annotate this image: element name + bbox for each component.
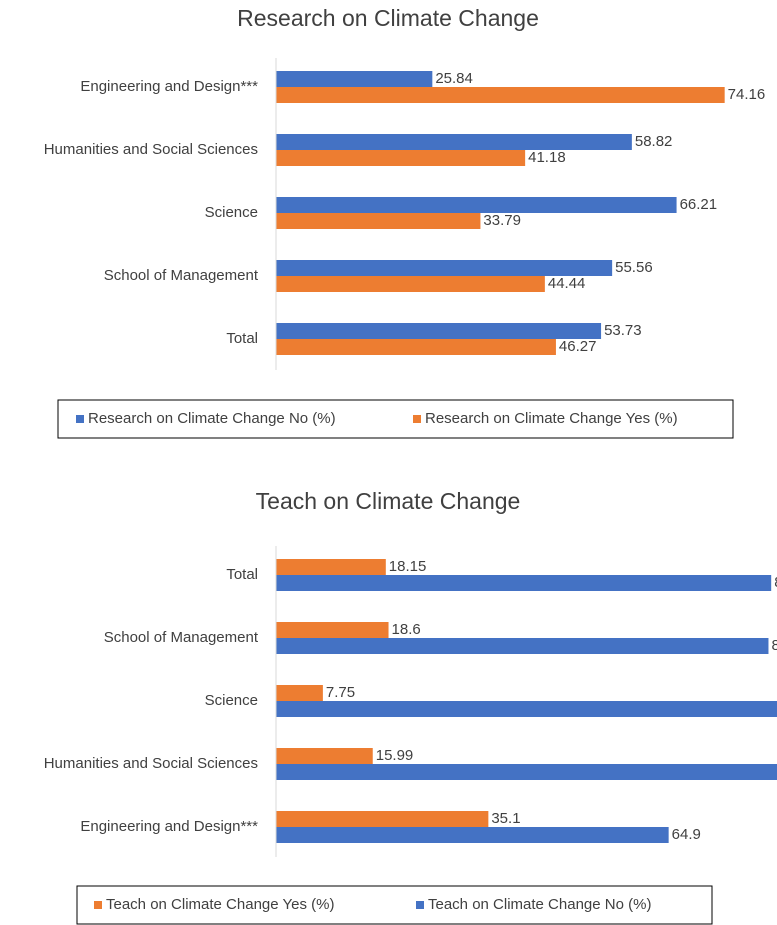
bar bbox=[276, 638, 769, 654]
data-label: 41.18 bbox=[528, 149, 566, 166]
data-label: 81.85 bbox=[774, 574, 777, 591]
y-tick-label: Science bbox=[205, 204, 258, 221]
bar bbox=[276, 764, 777, 780]
y-tick-label: School of Management bbox=[104, 267, 259, 284]
legend-label: Research on Climate Change Yes (%) bbox=[425, 410, 678, 427]
bar bbox=[276, 622, 389, 638]
data-label: 18.6 bbox=[392, 621, 421, 638]
legend-label: Teach on Climate Change Yes (%) bbox=[106, 896, 334, 913]
data-label: 55.56 bbox=[615, 259, 653, 276]
legend-box bbox=[76, 885, 713, 925]
y-tick-label: Humanities and Social Sciences bbox=[44, 755, 258, 772]
y-tick-label: School of Management bbox=[104, 629, 259, 646]
legend-swatch bbox=[94, 901, 102, 909]
y-tick-label: Total bbox=[226, 330, 258, 347]
data-label: 58.82 bbox=[635, 133, 673, 150]
bar bbox=[276, 260, 613, 276]
chart-title: Teach on Climate Change bbox=[256, 488, 521, 514]
y-tick-label: Engineering and Design*** bbox=[80, 818, 258, 835]
data-label: 33.79 bbox=[483, 212, 521, 229]
data-label: 35.1 bbox=[491, 810, 520, 827]
data-label: 15.99 bbox=[376, 747, 414, 764]
data-label: 18.15 bbox=[389, 558, 427, 575]
data-label: 25.84 bbox=[435, 70, 473, 87]
bar bbox=[276, 213, 481, 229]
data-label: 81.4 bbox=[771, 637, 777, 654]
legend-swatch bbox=[413, 415, 421, 423]
bar bbox=[276, 575, 772, 591]
bar bbox=[276, 827, 669, 843]
bar bbox=[276, 87, 725, 103]
bar bbox=[276, 276, 545, 292]
y-tick-label: Humanities and Social Sciences bbox=[44, 141, 258, 158]
y-tick-label: Science bbox=[205, 692, 258, 709]
bar bbox=[276, 685, 323, 701]
bar bbox=[276, 701, 777, 717]
data-label: 44.44 bbox=[548, 275, 586, 292]
data-label: 53.73 bbox=[604, 322, 642, 339]
chart-title: Research on Climate Change bbox=[237, 5, 539, 31]
legend-label: Research on Climate Change No (%) bbox=[88, 410, 336, 427]
legend-swatch bbox=[76, 415, 84, 423]
data-label: 66.21 bbox=[680, 196, 718, 213]
legend-box bbox=[57, 399, 734, 439]
data-label: 64.9 bbox=[672, 826, 701, 843]
bar bbox=[276, 811, 489, 827]
bar bbox=[276, 339, 556, 355]
bar bbox=[276, 559, 386, 575]
bar bbox=[276, 150, 526, 166]
data-label: 74.16 bbox=[728, 86, 766, 103]
bar bbox=[276, 134, 632, 150]
legend-swatch bbox=[416, 901, 424, 909]
y-tick-label: Engineering and Design*** bbox=[80, 78, 258, 95]
data-label: 46.27 bbox=[559, 338, 597, 355]
bar bbox=[276, 748, 373, 764]
data-label: 7.75 bbox=[326, 684, 355, 701]
legend-label: Teach on Climate Change No (%) bbox=[428, 896, 651, 913]
bar bbox=[276, 323, 602, 339]
bar bbox=[276, 197, 677, 213]
bar bbox=[276, 71, 433, 87]
y-tick-label: Total bbox=[226, 566, 258, 583]
